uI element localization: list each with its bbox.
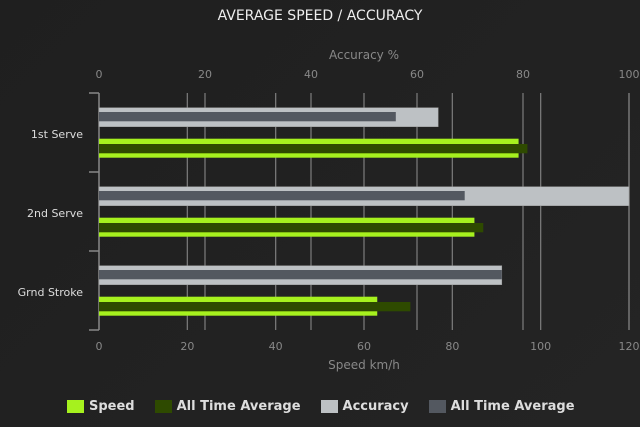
legend-item[interactable]: Speed	[67, 399, 135, 414]
top-tick-label: 40	[304, 68, 318, 81]
legend: Speed All Time Average Accuracy All Time Av…	[67, 399, 595, 414]
legend-label: Speed	[89, 399, 135, 414]
category-label: Grnd Stroke	[18, 286, 84, 299]
bar-accuracy-average	[99, 112, 396, 122]
legend-swatch	[428, 400, 446, 413]
bottom-tick-label: 100	[530, 340, 551, 353]
legend-swatch	[67, 400, 84, 413]
legend-label: All Time Average	[450, 399, 575, 414]
top-tick-label: 60	[410, 68, 424, 81]
legend-label: Accuracy	[342, 399, 409, 414]
bar-speed-average	[99, 223, 484, 233]
bar-accuracy-average	[99, 270, 502, 280]
category-label: 2nd Serve	[27, 207, 83, 220]
top-tick-label: 80	[516, 68, 530, 81]
top-tick-label: 0	[96, 68, 103, 81]
top-axis-label: Accuracy %	[329, 48, 399, 62]
bottom-tick-label: 60	[357, 340, 371, 353]
bar-accuracy-average	[99, 191, 465, 201]
legend-item[interactable]: Accuracy	[320, 399, 409, 414]
bottom-tick-label: 0	[96, 340, 103, 353]
legend-swatch	[154, 400, 172, 413]
legend-item[interactable]: All Time Average	[154, 399, 301, 414]
legend-label: All Time Average	[176, 399, 301, 414]
top-tick-label: 100	[619, 68, 640, 81]
bottom-tick-label: 80	[445, 340, 459, 353]
chart-title: AVERAGE SPEED / ACCURACY	[217, 8, 423, 24]
top-tick-label: 20	[198, 68, 212, 81]
legend-item[interactable]: All Time Average	[428, 399, 575, 414]
bar-speed-average	[99, 302, 411, 312]
bottom-tick-label: 20	[180, 340, 194, 353]
bottom-tick-label: 120	[619, 340, 640, 353]
category-label: 1st Serve	[31, 128, 83, 141]
bottom-tick-label: 40	[269, 340, 283, 353]
legend-swatch	[320, 400, 338, 413]
bottom-axis-label: Speed km/h	[328, 358, 400, 372]
bar-speed-average	[99, 144, 528, 154]
